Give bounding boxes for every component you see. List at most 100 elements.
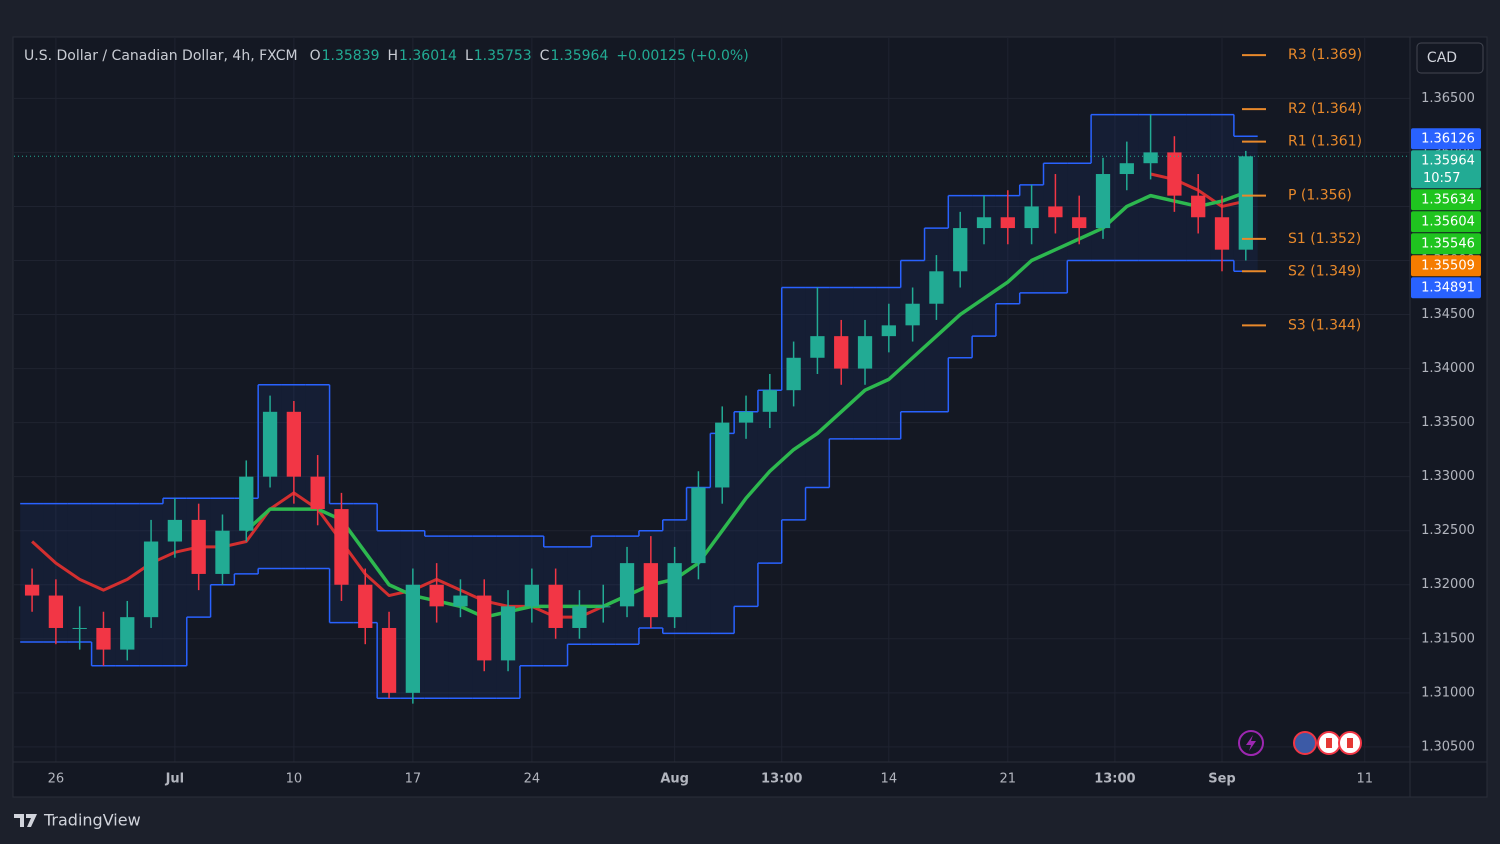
pivot-label: S1 (1.352) <box>1288 231 1361 247</box>
candle-body <box>500 606 516 661</box>
candle-body <box>1072 217 1087 229</box>
y-tick-label: 1.33000 <box>1421 469 1475 484</box>
price-tag-label: 1.35964 <box>1421 153 1475 168</box>
price-tag-label: 1.35509 <box>1421 258 1475 273</box>
pivot-label: S3 (1.344) <box>1288 317 1361 333</box>
pivot-label: R2 (1.364) <box>1288 101 1362 117</box>
pivot-label: S2 (1.349) <box>1288 263 1361 279</box>
candle-body <box>143 541 159 618</box>
candle-body <box>48 595 64 628</box>
candle-body <box>358 584 373 628</box>
x-tick-label: 26 <box>48 772 65 787</box>
flag-leaf <box>1347 738 1353 748</box>
candle-body <box>953 228 968 272</box>
price-tag-label: 1.35634 <box>1421 192 1475 207</box>
candle-body <box>262 411 278 477</box>
candle-body <box>715 422 730 488</box>
candle-body <box>667 563 682 618</box>
candle-body <box>762 390 777 412</box>
candle-body <box>1143 152 1158 164</box>
event-icon-glyph <box>1246 735 1256 751</box>
ohlc-value: 1.35964 <box>550 48 609 64</box>
ohlc-value: 1.36014 <box>399 48 457 64</box>
event-flag[interactable] <box>1293 731 1317 755</box>
x-tick-label: 13:00 <box>1094 772 1135 787</box>
candle-body <box>572 606 587 628</box>
candle-body <box>191 519 206 574</box>
x-tick-label: Sep <box>1208 772 1236 787</box>
candle-body <box>786 357 801 391</box>
pivot-label: P (1.356) <box>1288 188 1352 204</box>
price-tag <box>1411 255 1481 277</box>
candle-body <box>1048 206 1063 218</box>
candle-body <box>738 411 754 423</box>
candle-body <box>619 563 635 607</box>
y-tick-label: 1.30500 <box>1421 739 1475 754</box>
x-tick-label: 24 <box>524 772 541 787</box>
candle-body <box>643 563 658 618</box>
y-tick-label: 1.31000 <box>1421 685 1475 700</box>
brand-logo <box>14 814 37 827</box>
flag-leaf <box>1326 738 1332 748</box>
candle-body <box>1238 156 1253 250</box>
candle-body <box>1119 163 1134 175</box>
currency-button[interactable] <box>1416 42 1484 74</box>
x-tick-label: 10 <box>286 772 303 787</box>
candle-body <box>810 336 825 358</box>
channel-band <box>734 411 758 607</box>
candle-body <box>857 336 873 369</box>
y-tick-label: 1.34500 <box>1421 307 1475 322</box>
candle-body <box>834 336 849 369</box>
x-tick-label: 17 <box>405 772 422 787</box>
symbol-title: U.S. Dollar / Canadian Dollar, 4h, FXCM <box>24 48 298 64</box>
price-change: +0.00125 (+0.0%) <box>616 48 749 64</box>
candle-body <box>239 476 254 531</box>
x-tick-label: 11 <box>1357 772 1374 787</box>
pivot-label: R3 (1.369) <box>1288 47 1362 63</box>
symbol-header: U.S. Dollar / Canadian Dollar, 4h, FXCM O… <box>24 48 757 64</box>
candle-body <box>453 595 468 607</box>
channel-band <box>757 390 782 564</box>
ohlc-key: O <box>309 48 321 64</box>
candle-body <box>405 584 420 693</box>
candle-body <box>334 509 349 585</box>
ohlc-key: H <box>387 48 399 64</box>
price-tag-label: 1.36126 <box>1421 131 1475 146</box>
price-tag-label: 1.35604 <box>1421 214 1475 229</box>
candle-body <box>1167 152 1182 196</box>
candle-body <box>881 325 896 337</box>
currency-label: CAD <box>1427 50 1457 66</box>
event-icon[interactable] <box>1238 730 1264 756</box>
candle-body <box>548 584 563 628</box>
y-tick-label: 1.32000 <box>1421 577 1475 592</box>
channel-band <box>1138 114 1163 261</box>
candle-body <box>1095 174 1111 229</box>
candle-body <box>429 584 444 607</box>
candle-body <box>477 595 492 661</box>
candle-body <box>596 606 611 608</box>
y-tick-label: 1.36500 <box>1421 91 1475 106</box>
candle-body <box>72 627 87 629</box>
candle-body <box>24 584 40 596</box>
y-tick-label: 1.34000 <box>1421 361 1475 376</box>
price-tag <box>1411 277 1481 299</box>
y-tick-label: 1.33500 <box>1421 415 1475 430</box>
ohlc-key: C <box>539 48 550 64</box>
candle-body <box>976 217 992 229</box>
ohlc-value: 1.35753 <box>473 48 532 64</box>
channel-band <box>91 503 116 666</box>
ohlc-value: 1.35839 <box>321 48 380 64</box>
x-tick-label: 13:00 <box>761 772 802 787</box>
price-tag <box>1411 233 1481 255</box>
price-tag <box>1411 128 1481 150</box>
candle-body <box>1191 195 1206 218</box>
x-tick-label: 21 <box>1000 772 1017 787</box>
price-tag <box>1411 189 1481 211</box>
price-tag-label: 1.34891 <box>1421 280 1475 295</box>
y-tick-label: 1.32500 <box>1421 523 1475 538</box>
price-tag <box>1411 150 1481 189</box>
ohlc-key: L <box>464 48 473 64</box>
candle-body <box>524 584 539 607</box>
moving-average <box>31 491 675 619</box>
